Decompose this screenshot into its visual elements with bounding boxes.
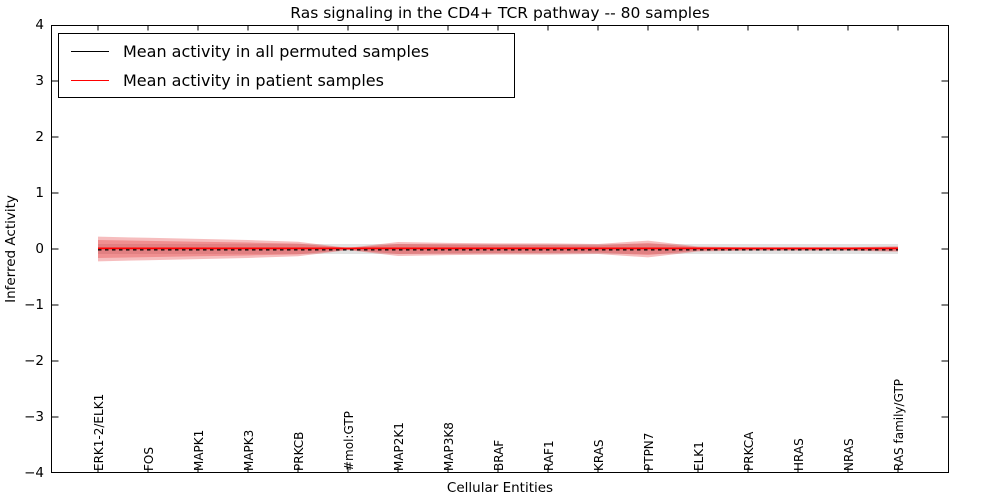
legend-item-patient: Mean activity in patient samples — [59, 69, 514, 91]
x-tick-label: MAPK1 — [192, 429, 206, 471]
x-tick-label: MAPK3 — [242, 429, 256, 471]
x-tick-label: HRAS — [792, 438, 806, 471]
chart-title: Ras signaling in the CD4+ TCR pathway --… — [290, 4, 710, 22]
axes-border — [51, 25, 949, 473]
legend: Mean activity in all permuted samples Me… — [58, 33, 515, 98]
x-tick-label: FOS — [142, 447, 156, 471]
y-tick-label: 1 — [35, 185, 44, 201]
legend-line-sample-red — [71, 79, 109, 81]
x-tick-label: PRKCB — [292, 431, 306, 471]
x-tick-label: PTPN7 — [642, 432, 656, 471]
x-tick-label: KRAS — [592, 439, 606, 471]
x-tick-label: #mol:GTP — [342, 411, 356, 471]
x-tick-label: MAP2K1 — [392, 422, 406, 471]
x-tick-label: NRAS — [842, 438, 856, 471]
x-tick-label: ELK1 — [692, 441, 706, 471]
legend-label: Mean activity in all permuted samples — [123, 41, 430, 61]
x-tick-label: RAF1 — [542, 440, 556, 471]
legend-label: Mean activity in patient samples — [123, 70, 384, 90]
x-tick-label: MAP3K8 — [442, 422, 456, 471]
x-tick-label: RAS family/GTP — [892, 378, 906, 471]
y-tick-label: 4 — [35, 17, 44, 33]
y-tick-label: 3 — [35, 73, 44, 89]
legend-line-sample-black — [71, 50, 109, 52]
y-tick-label: −1 — [24, 297, 44, 313]
y-tick-label: −4 — [24, 465, 44, 481]
x-tick-label: ERK1-2/ELK1 — [92, 393, 106, 471]
plot-area — [51, 25, 949, 473]
y-tick-label: −2 — [24, 353, 44, 369]
legend-item-permuted: Mean activity in all permuted samples — [59, 40, 514, 62]
y-tick-label: 0 — [35, 241, 44, 257]
x-axis-label: Cellular Entities — [446, 480, 554, 496]
x-tick-label: BRAF — [492, 439, 506, 471]
y-tick-label: 2 — [35, 129, 44, 145]
x-tick-label: PRKCA — [742, 431, 756, 471]
y-tick-label: −3 — [24, 409, 44, 425]
